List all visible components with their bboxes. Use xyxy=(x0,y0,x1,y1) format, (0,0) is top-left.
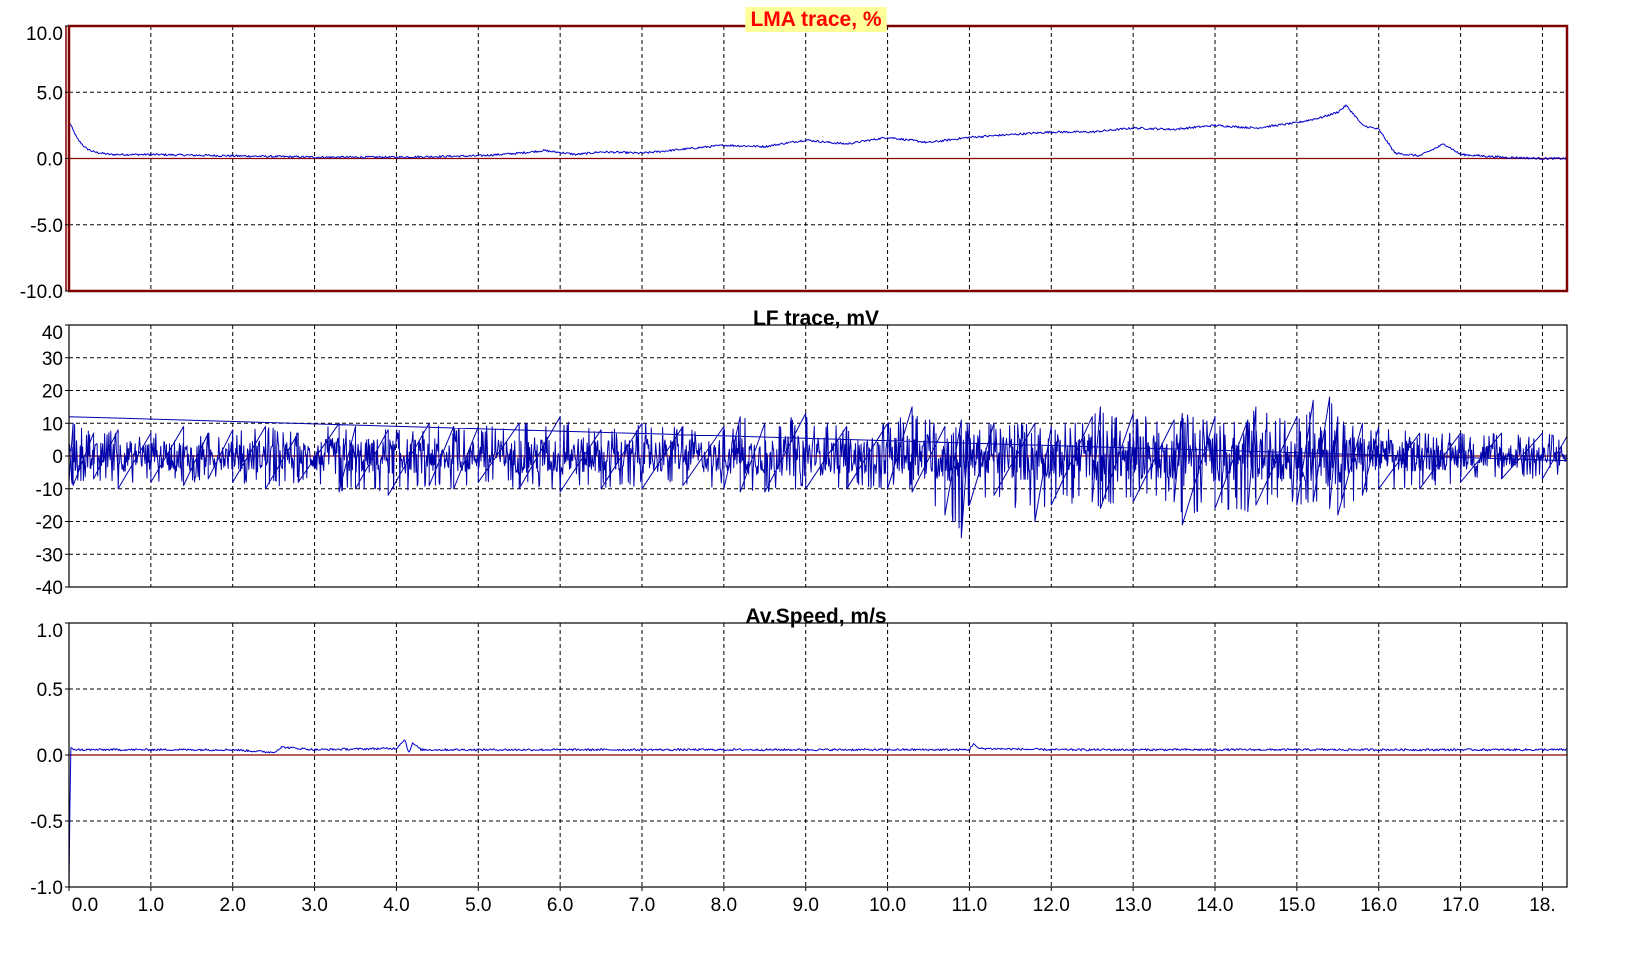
x-tick-label: 16.0 xyxy=(1360,895,1397,916)
y-tick-label: 0 xyxy=(52,447,63,468)
chart-panel-3[interactable]: 1.0 0.5 0.0 -0.5 -1.0 Av.Speed, m/s 0.0 1.0 2.0 3… xyxy=(30,605,1568,916)
x-tick-label: 12.0 xyxy=(1033,895,1070,916)
y-tick-label: 10.0 xyxy=(26,24,63,45)
x-tick-label: 1.0 xyxy=(138,895,164,916)
series-line-1 xyxy=(68,104,1568,160)
series-line-1 xyxy=(68,739,1568,887)
x-tick-label: 17.0 xyxy=(1442,895,1479,916)
x-tick-label: 13.0 xyxy=(1115,895,1152,916)
y-tick-label: 10 xyxy=(42,414,63,435)
x-tick-label: 2.0 xyxy=(220,895,246,916)
y-tick-label: 0.5 xyxy=(37,680,63,701)
y-tick-label: 5.0 xyxy=(37,83,63,104)
chart-title: LF trace, mV xyxy=(753,307,879,330)
x-tick-label: 10.0 xyxy=(869,895,906,916)
y-tick-label: -10.0 xyxy=(20,282,63,303)
chart-panel-2[interactable]: 40 30 20 10 0 -10 -20 -30 -40 LF trace, mV xyxy=(36,307,1568,599)
x-tick-label: 15.0 xyxy=(1278,895,1315,916)
x-tick-label: 4.0 xyxy=(383,895,409,916)
y-tick-label: -1.0 xyxy=(30,878,63,899)
x-tick-label: 11.0 xyxy=(952,895,988,916)
y-tick-label: 30 xyxy=(42,349,63,370)
y-tick-label: -0.5 xyxy=(30,812,63,833)
x-tick-label: 8.0 xyxy=(711,895,737,916)
x-tick-label: 18. xyxy=(1529,895,1555,916)
x-tick-label: 5.0 xyxy=(465,895,491,916)
y-tick-label: 1.0 xyxy=(37,621,63,642)
x-tick-label: 9.0 xyxy=(793,895,819,916)
y-tick-label: -10 xyxy=(36,480,63,501)
x-tick-label: 7.0 xyxy=(629,895,655,916)
title-highlight xyxy=(745,7,887,32)
chart-title: LMA trace, % xyxy=(750,8,881,31)
y-tick-label: -40 xyxy=(36,578,63,599)
y-tick-label: 40 xyxy=(42,323,63,344)
y-tick-label: -30 xyxy=(36,545,63,566)
x-tick-label: 6.0 xyxy=(547,895,573,916)
y-tick-label: -5.0 xyxy=(30,216,63,237)
y-tick-label: 0.0 xyxy=(37,150,63,171)
y-tick-label: 20 xyxy=(42,382,63,403)
x-tick-label: 3.0 xyxy=(301,895,327,916)
chart-panel-1[interactable]: 10.0 5.0 0.0 -5.0 -10.0 LMA trace, % xyxy=(20,7,1569,303)
y-tick-label: 0.0 xyxy=(37,746,63,767)
x-tick-label: 14.0 xyxy=(1197,895,1234,916)
chart-title: Av.Speed, m/s xyxy=(745,605,886,628)
y-tick-label: -20 xyxy=(36,513,63,534)
x-tick-label: 0.0 xyxy=(72,895,98,916)
series-line-1 xyxy=(68,396,1568,539)
